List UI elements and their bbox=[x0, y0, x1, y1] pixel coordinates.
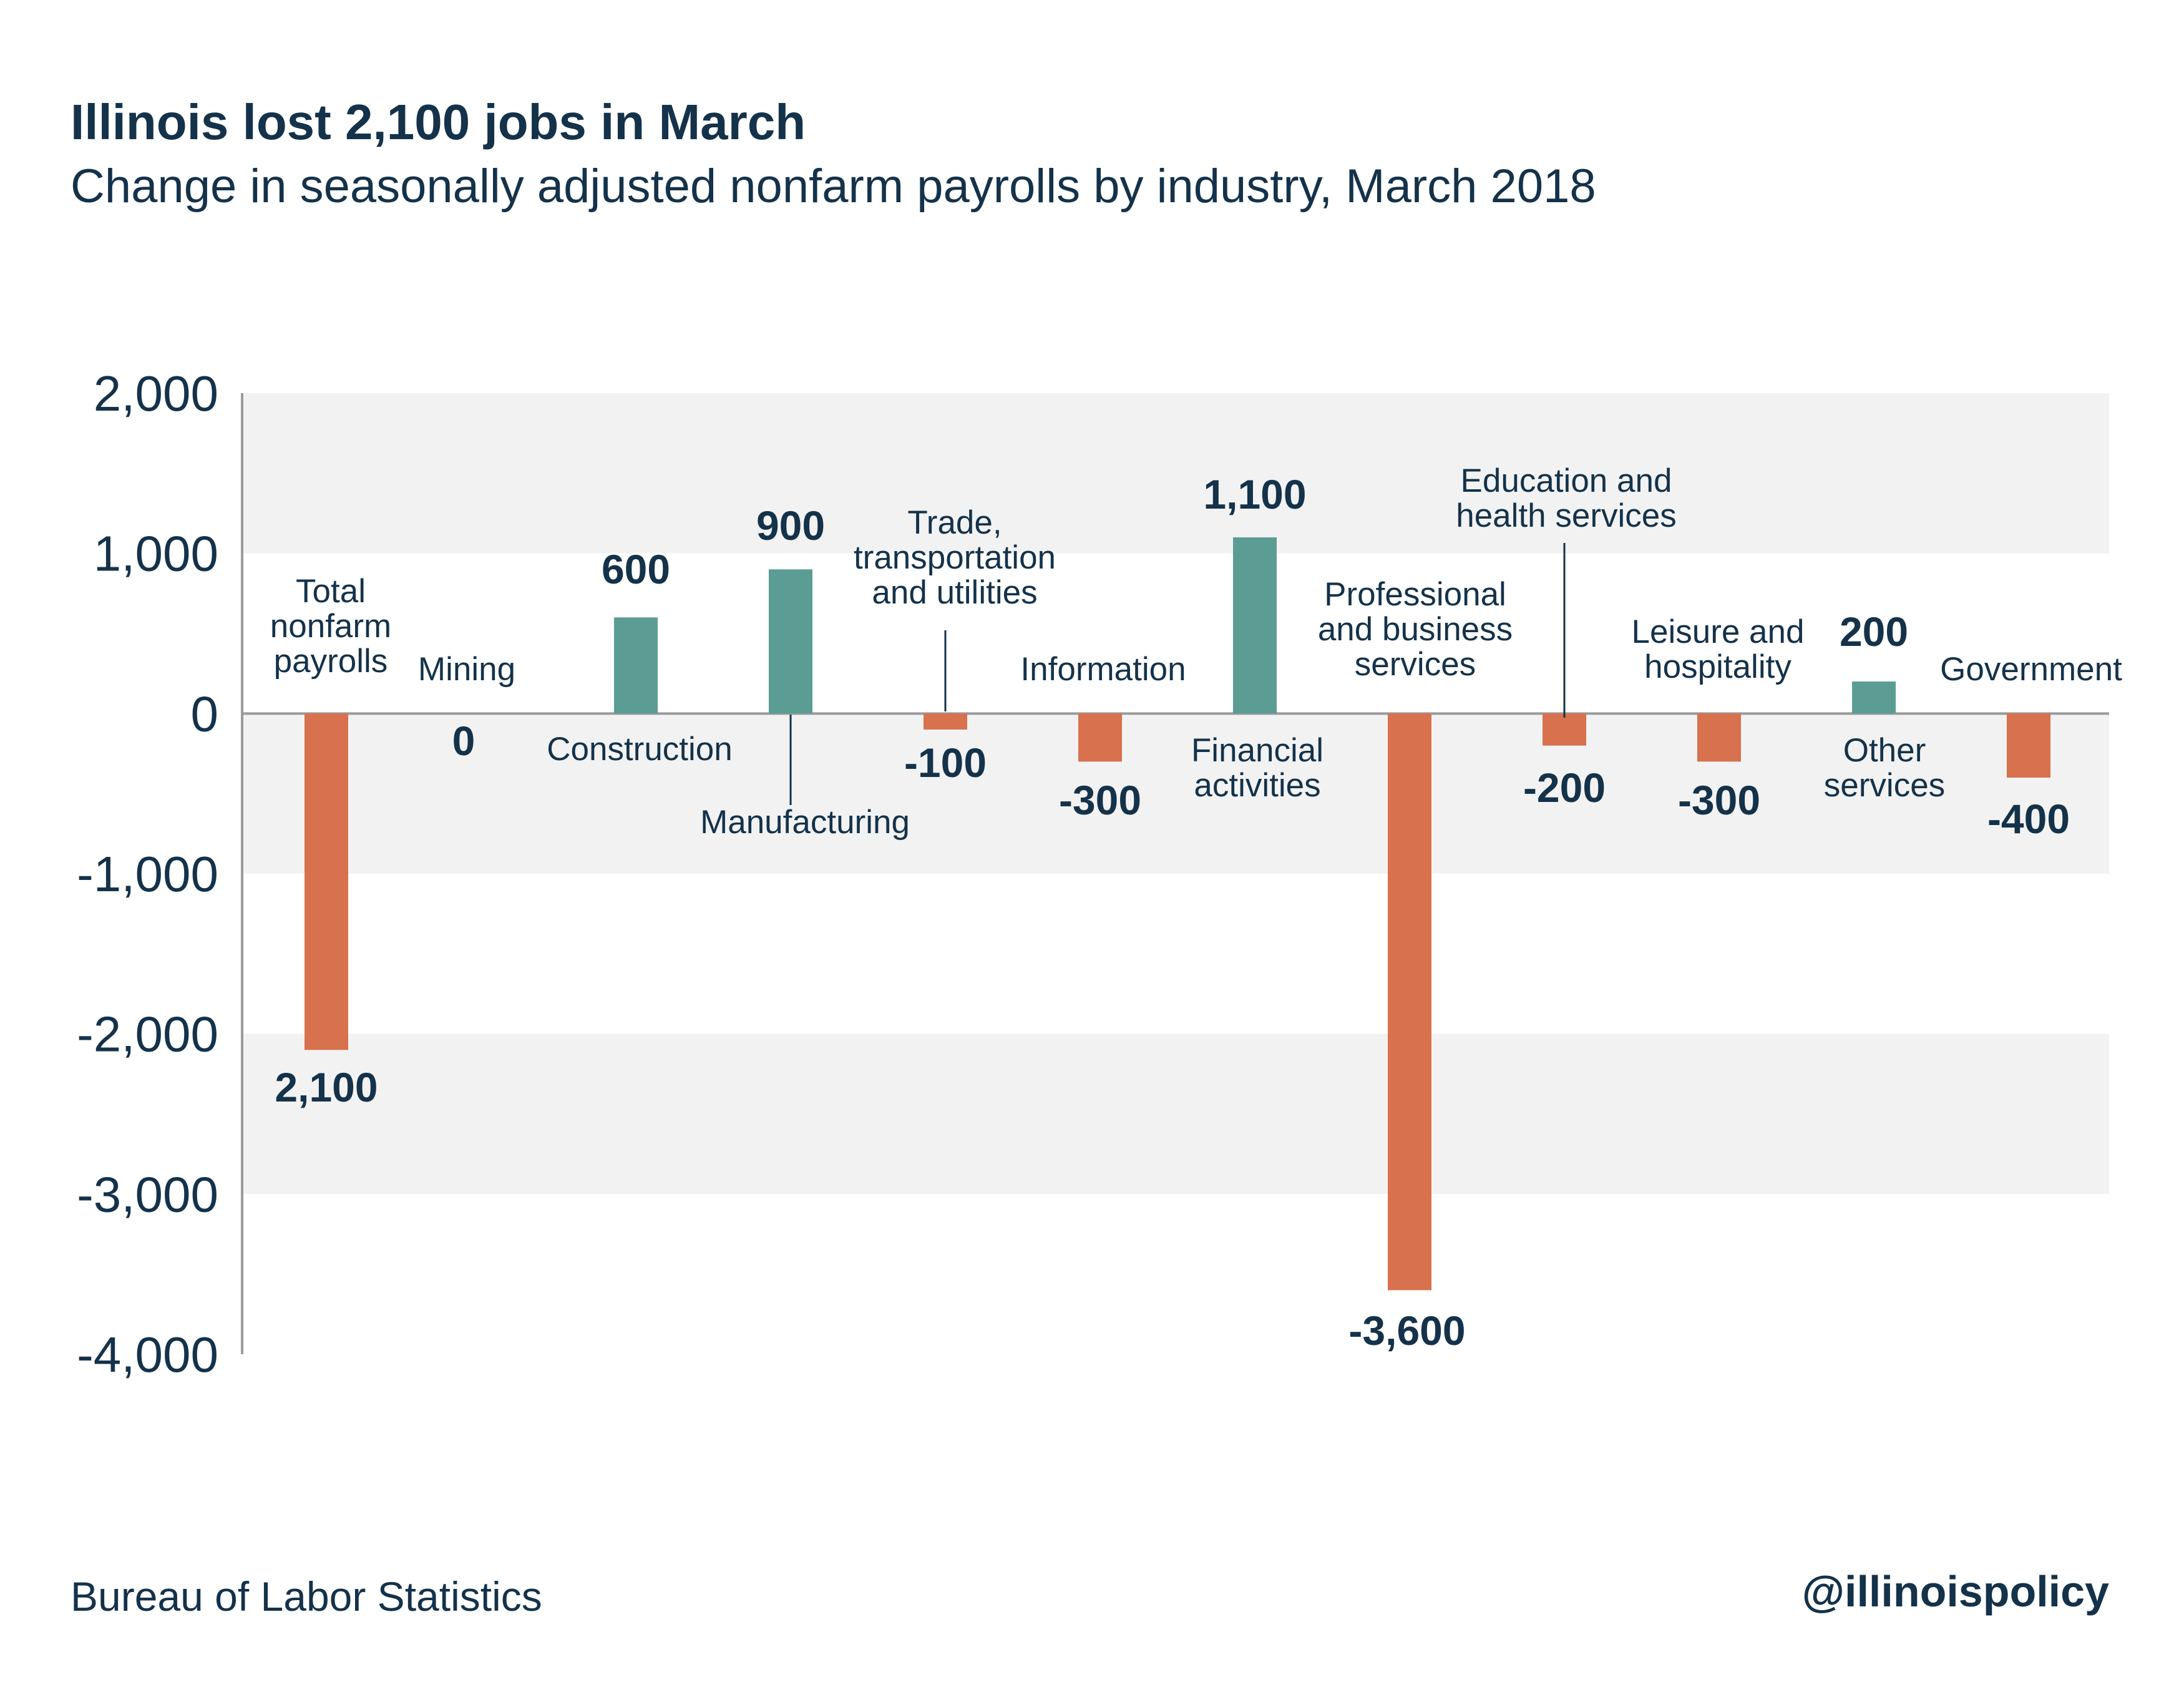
category-label-line: Financial bbox=[1191, 732, 1324, 769]
chart-subtitle: Change in seasonally adjusted nonfarm pa… bbox=[71, 160, 1596, 213]
data-label: -3,600 bbox=[1348, 1307, 1465, 1354]
category-label-line: Manufacturing bbox=[700, 804, 910, 841]
category-label-line: Information bbox=[1020, 651, 1186, 688]
category-label-line: health services bbox=[1456, 497, 1677, 534]
category-label: Leisure and hospitality bbox=[1632, 613, 1805, 685]
data-label: 900 bbox=[756, 502, 825, 549]
category-label: Financial activities bbox=[1191, 732, 1324, 804]
source-note: Bureau of Labor Statistics bbox=[71, 1573, 542, 1620]
y-tick-label: -4,000 bbox=[77, 1327, 218, 1382]
category-label-line: Construction bbox=[547, 731, 733, 768]
bar bbox=[2007, 713, 2050, 778]
category-label: Information bbox=[1020, 651, 1186, 688]
category-label-line: Leisure and bbox=[1632, 613, 1805, 650]
category-label: Trade, transportation and utilities bbox=[854, 504, 1056, 611]
category-label: Other services bbox=[1824, 732, 1945, 804]
data-label: 200 bbox=[1840, 608, 1908, 655]
data-label: -100 bbox=[904, 740, 987, 786]
data-label: -200 bbox=[1523, 765, 1606, 811]
category-label-line: Other bbox=[1843, 732, 1926, 769]
bar bbox=[1697, 713, 1741, 762]
bar-chart: 2,000 1,000 0 -1,000 -2,000 -3,000 -4,000 2,100… bbox=[77, 366, 2122, 1382]
category-label: Education and health services bbox=[1456, 462, 1677, 534]
category-label-line: Professional bbox=[1324, 576, 1506, 613]
data-label: 0 bbox=[452, 718, 475, 764]
y-tick-label: -3,000 bbox=[77, 1166, 218, 1222]
bar bbox=[305, 713, 348, 1050]
data-label: -300 bbox=[1678, 777, 1760, 823]
y-tick-label: 2,000 bbox=[94, 366, 218, 421]
category-label-line: Government bbox=[1940, 651, 2122, 688]
data-label: 1,100 bbox=[1203, 471, 1306, 517]
category-label-line: payrolls bbox=[274, 643, 388, 680]
social-handle: @illinoispolicy bbox=[1801, 1567, 2109, 1616]
category-label-line: Trade, bbox=[907, 504, 1002, 541]
category-label-line: and business bbox=[1318, 611, 1513, 648]
category-label-line: Education and bbox=[1461, 462, 1672, 499]
category-label-line: and utilities bbox=[872, 574, 1037, 611]
category-label-line: services bbox=[1355, 646, 1476, 683]
bar bbox=[924, 713, 967, 730]
category-label: Total nonfarm payrolls bbox=[270, 573, 391, 680]
category-label-line: transportation bbox=[854, 539, 1056, 576]
category-label: Mining bbox=[418, 651, 515, 688]
y-tick-label: 1,000 bbox=[94, 526, 218, 582]
category-label-line: Mining bbox=[418, 651, 515, 688]
bar bbox=[1388, 713, 1431, 1291]
bar bbox=[1078, 713, 1122, 762]
category-label-line: services bbox=[1824, 767, 1945, 804]
grid-band bbox=[242, 713, 2109, 874]
chart-title: Illinois lost 2,100 jobs in March bbox=[71, 94, 806, 150]
bar bbox=[614, 617, 658, 714]
data-label: 600 bbox=[602, 546, 670, 592]
category-label-line: Total bbox=[296, 573, 366, 610]
data-label: 2,100 bbox=[275, 1064, 378, 1110]
category-label-line: hospitality bbox=[1644, 648, 1792, 685]
category-label-line: nonfarm bbox=[270, 608, 391, 645]
grid-band bbox=[242, 393, 2109, 554]
category-label: Construction bbox=[547, 731, 733, 768]
data-label: -400 bbox=[1987, 796, 2070, 842]
bar bbox=[1852, 682, 1896, 714]
data-label: -300 bbox=[1059, 777, 1141, 823]
category-label: Professional and business services bbox=[1318, 576, 1513, 683]
category-label: Government bbox=[1940, 651, 2122, 688]
y-tick-label: -1,000 bbox=[77, 846, 218, 902]
bar bbox=[769, 569, 812, 714]
y-tick-label: -2,000 bbox=[77, 1007, 218, 1062]
bar bbox=[1233, 537, 1277, 714]
category-label: Manufacturing bbox=[700, 804, 910, 841]
category-label-line: activities bbox=[1194, 767, 1320, 804]
grid-band bbox=[242, 1033, 2109, 1194]
y-tick-label: 0 bbox=[191, 686, 219, 741]
bar bbox=[1543, 713, 1586, 746]
